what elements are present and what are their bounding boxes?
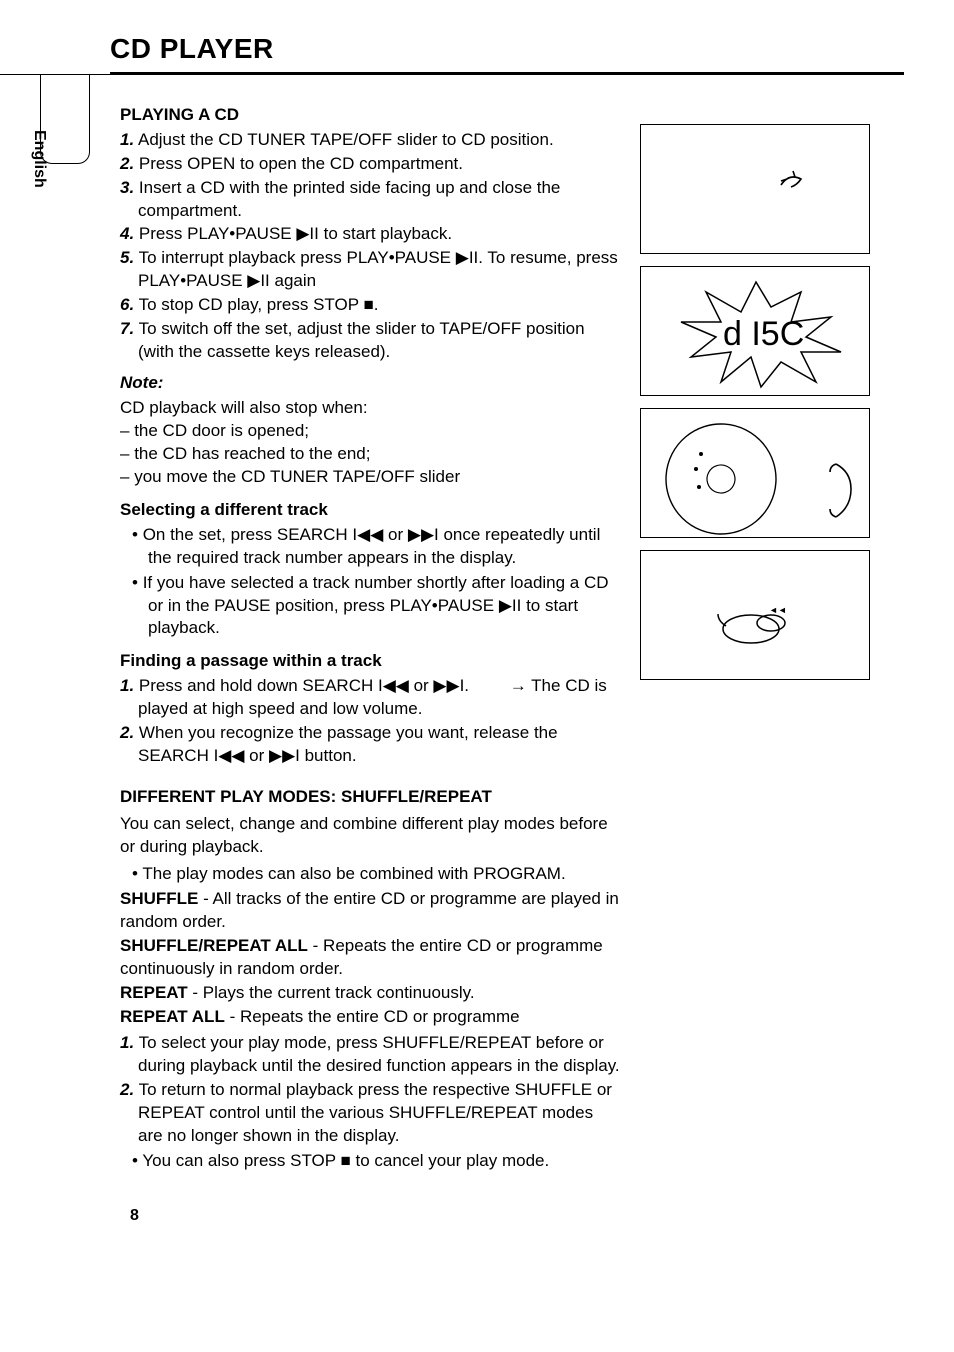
modes-steps: 1. To select your play mode, press SHUFF… [120,1032,620,1148]
page-number: 8 [130,1205,904,1227]
step-2: Press OPEN to open the CD compartment. [139,154,463,173]
def-text-repeat: - Plays the current track continuously. [188,983,475,1002]
figure-disc-burst: d I5C [640,266,870,396]
text-column: PLAYING A CD 1. Adjust the CD TUNER TAPE… [120,94,620,1175]
def-term-shufrepall: SHUFFLE/REPEAT ALL [120,936,308,955]
note-items: the CD door is opened; the CD has reache… [120,420,620,489]
modes-bullet-end: You can also press STOP ■ to cancel your… [148,1150,620,1173]
language-label: English [28,130,50,188]
finding-step-2: When you recognize the passage you want,… [138,723,558,765]
note-intro: CD playback will also stop when: [120,397,620,420]
figure-slider [640,124,870,254]
def-text-repeatall: - Repeats the entire CD or programme [225,1007,520,1026]
def-term-repeatall: REPEAT ALL [120,1007,225,1026]
figure-column: d I5C ◄◄ [640,94,880,1175]
finding-steps: 1. Press and hold down SEARCH I◀◀ or ▶▶I… [120,675,620,768]
selecting-bullets: On the set, press SEARCH I◀◀ or ▶▶I once… [120,524,620,641]
modes-definitions: SHUFFLE - All tracks of the entire CD or… [120,888,620,1029]
playing-steps: 1. Adjust the CD TUNER TAPE/OFF slider t… [120,129,620,364]
step-7: To switch off the set, adjust the slider… [138,319,585,361]
modes-bullet-0: The play modes can also be combined with… [148,863,620,886]
selecting-bullet-1: On the set, press SEARCH I◀◀ or ▶▶I once… [148,524,620,570]
svg-text:◄◄: ◄◄ [769,605,787,615]
finding-step-1: Press and hold down SEARCH I◀◀ or ▶▶I. [139,676,469,695]
modes-intro: You can select, change and combine diffe… [120,813,620,859]
step-6: To stop CD play, press STOP ■. [139,295,379,314]
def-term-repeat: REPEAT [120,983,188,1002]
step-4: Press PLAY•PAUSE ▶II to start playback. [139,224,452,243]
step-3: Insert a CD with the printed side facing… [138,178,560,220]
heading-finding: Finding a passage within a track [120,650,620,673]
note-item-1: the CD door is opened; [120,420,620,443]
note-item-3: you move the CD TUNER TAPE/OFF slider [120,466,620,489]
heading-modes: DIFFERENT PLAY MODES: SHUFFLE/REPEAT [120,786,620,809]
step-1: Adjust the CD TUNER TAPE/OFF slider to C… [138,130,554,149]
figure-search-button: ◄◄ [640,550,870,680]
note-label: Note: [120,372,620,395]
figure-cd-disc [640,408,870,538]
page-title: CD PLAYER [110,30,904,74]
modes-step-1: To select your play mode, press SHUFFLE/… [138,1033,620,1075]
header-rule [0,74,904,75]
modes-step-2: To return to normal playback press the r… [138,1080,612,1145]
selecting-bullet-2: If you have selected a track number shor… [148,572,620,641]
def-term-shuffle: SHUFFLE [120,889,198,908]
note-item-2: the CD has reached to the end; [120,443,620,466]
step-5: To interrupt playback press PLAY•PAUSE ▶… [138,248,618,290]
svg-text:d I5C: d I5C [723,315,804,353]
heading-playing: PLAYING A CD [120,104,620,127]
heading-selecting: Selecting a different track [120,499,620,522]
